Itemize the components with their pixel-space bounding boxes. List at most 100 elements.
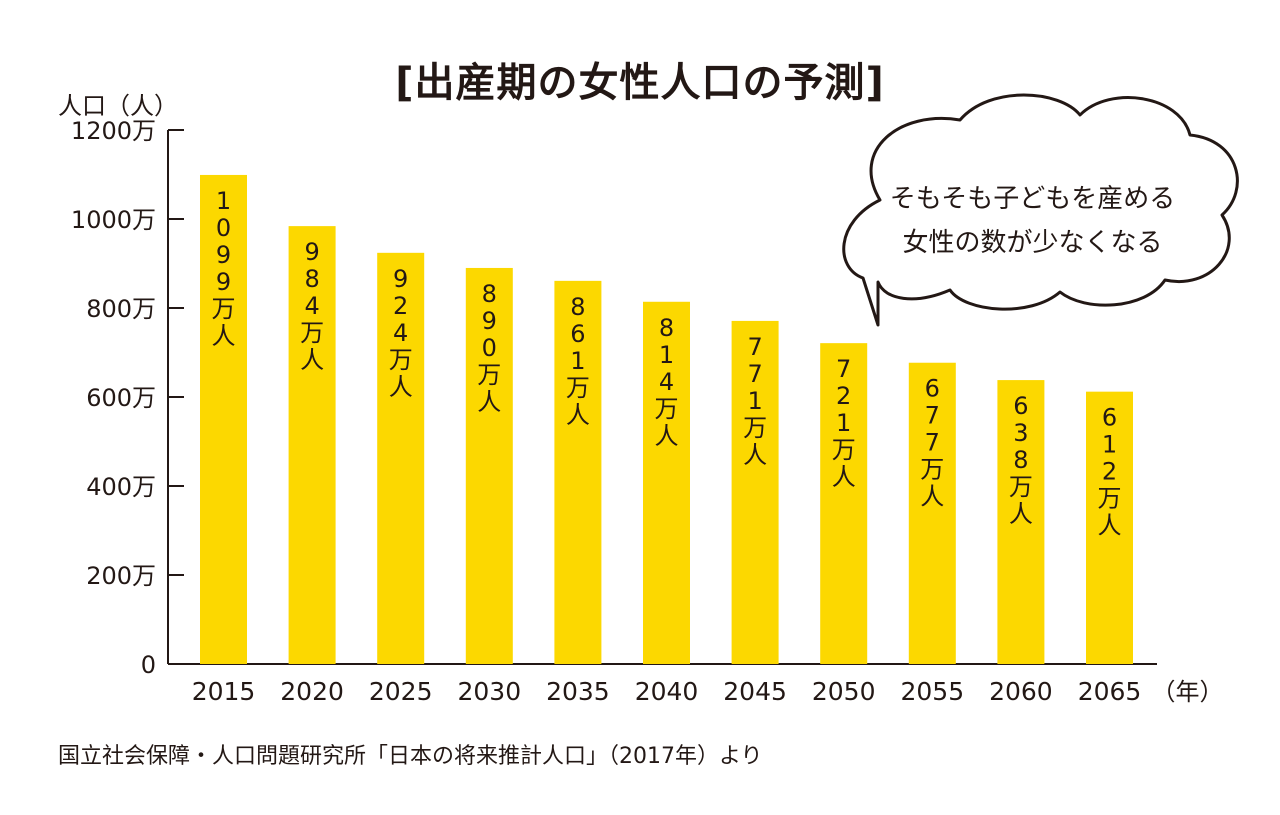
svg-text:7: 7 — [836, 355, 851, 383]
bar — [200, 174, 247, 664]
svg-text:1: 1 — [747, 387, 762, 415]
bar — [731, 320, 779, 664]
svg-text:万: 万 — [566, 374, 590, 402]
svg-text:人: 人 — [212, 322, 236, 350]
svg-text:4: 4 — [304, 292, 319, 320]
svg-text:1: 1 — [1102, 431, 1117, 459]
svg-text:万: 万 — [212, 295, 236, 323]
svg-text:万: 万 — [832, 436, 856, 464]
svg-text:万: 万 — [300, 319, 324, 347]
svg-text:6: 6 — [1102, 404, 1117, 432]
svg-text:7: 7 — [925, 429, 940, 457]
x-tick-label: 2050 — [812, 677, 876, 706]
svg-text:2: 2 — [393, 292, 408, 320]
svg-text:万: 万 — [1009, 473, 1033, 501]
bar — [1086, 391, 1133, 664]
svg-text:9: 9 — [304, 238, 319, 266]
callout-line-2: 女性の数が少なくなる — [902, 228, 1163, 258]
bar-value-labels: 1099万人984万人924万人890万人861万人814万人771万人721万… — [212, 187, 1122, 540]
svg-text:万: 万 — [920, 456, 944, 484]
svg-text:万: 万 — [477, 361, 501, 389]
svg-text:人: 人 — [1098, 512, 1122, 540]
x-tick-label: 2065 — [1078, 677, 1142, 706]
svg-text:4: 4 — [659, 368, 674, 396]
svg-text:8: 8 — [304, 265, 319, 293]
svg-text:8: 8 — [482, 280, 497, 308]
bar — [465, 267, 513, 664]
bar — [288, 226, 336, 664]
x-tick-label: 2040 — [635, 677, 699, 706]
x-tick-label: 2020 — [280, 677, 344, 706]
x-tick-label: 2055 — [900, 677, 964, 706]
svg-text:6: 6 — [925, 375, 940, 403]
svg-text:人: 人 — [389, 373, 413, 401]
svg-text:人: 人 — [832, 463, 856, 491]
bar — [908, 362, 956, 664]
svg-text:人: 人 — [300, 346, 324, 374]
y-tick-label: 400万 — [86, 473, 156, 501]
svg-text:1: 1 — [570, 347, 585, 375]
svg-text:8: 8 — [659, 314, 674, 342]
svg-text:0: 0 — [216, 214, 231, 242]
svg-text:人: 人 — [1009, 500, 1033, 528]
source-note: 国立社会保障・人口問題研究所「日本の将来推計人口」（2017年）より — [58, 744, 763, 769]
svg-text:万: 万 — [655, 395, 679, 423]
x-axis-unit: （年） — [1152, 678, 1224, 706]
callout-cloud — [842, 93, 1239, 327]
svg-text:9: 9 — [393, 265, 408, 293]
svg-text:2: 2 — [1102, 458, 1117, 486]
svg-text:万: 万 — [743, 414, 767, 442]
svg-text:7: 7 — [925, 402, 940, 430]
svg-text:1: 1 — [216, 187, 231, 215]
bar — [997, 380, 1045, 664]
callout-bubble — [842, 93, 1239, 327]
bar — [820, 343, 868, 664]
svg-text:1: 1 — [836, 409, 851, 437]
y-tick-label: 800万 — [86, 295, 156, 323]
bar — [643, 301, 690, 664]
svg-text:人: 人 — [477, 388, 501, 416]
y-tick-label: 1000万 — [71, 206, 156, 234]
x-tick-label: 2060 — [989, 677, 1053, 706]
svg-text:9: 9 — [482, 307, 497, 335]
x-tick-label: 2025 — [369, 677, 433, 706]
chart-title: [出産期の女性人口の予測] — [395, 60, 885, 106]
y-tick-label: 200万 — [86, 562, 156, 590]
x-tick-label: 2030 — [457, 677, 521, 706]
bar — [554, 280, 602, 664]
svg-text:9: 9 — [216, 268, 231, 296]
svg-text:7: 7 — [747, 333, 762, 361]
svg-text:人: 人 — [655, 422, 679, 450]
svg-text:9: 9 — [216, 241, 231, 269]
svg-text:3: 3 — [1013, 419, 1028, 447]
bar — [377, 252, 425, 664]
svg-text:0: 0 — [482, 334, 497, 362]
callout-line-1: そもそも子どもを産める — [889, 184, 1176, 214]
svg-text:2: 2 — [836, 382, 851, 410]
x-tick-label: 2045 — [723, 677, 787, 706]
y-tick-label: 600万 — [86, 384, 156, 412]
y-tick-label: 1200万 — [71, 117, 156, 145]
y-tick-label: 0 — [141, 651, 156, 679]
x-tick-label: 2035 — [546, 677, 610, 706]
svg-text:人: 人 — [743, 441, 767, 469]
bars — [200, 174, 1133, 664]
svg-text:7: 7 — [747, 360, 762, 388]
svg-text:人: 人 — [920, 483, 944, 511]
svg-text:6: 6 — [1013, 392, 1028, 420]
svg-text:万: 万 — [1098, 485, 1122, 513]
svg-text:万: 万 — [389, 346, 413, 374]
